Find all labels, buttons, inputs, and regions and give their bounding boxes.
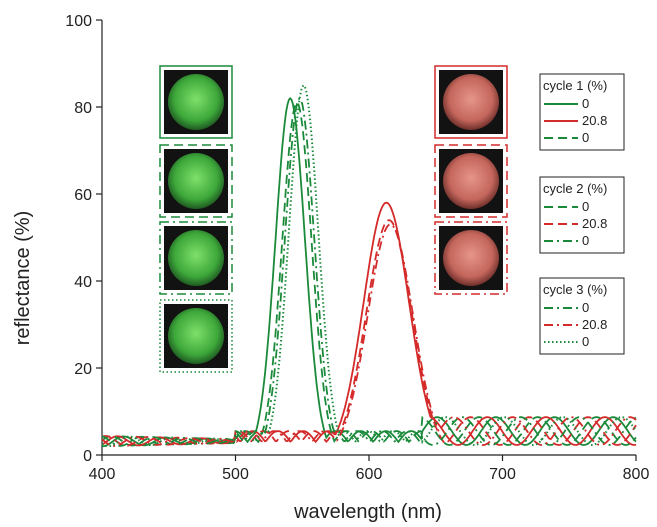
inset-sample-disc bbox=[168, 74, 224, 130]
legend-label: 0 bbox=[582, 233, 589, 248]
legend-label: 0 bbox=[582, 199, 589, 214]
x-axis-title: wavelength (nm) bbox=[293, 501, 442, 523]
y-tick-label: 0 bbox=[83, 448, 92, 465]
legend-title: cycle 2 (%) bbox=[543, 181, 607, 196]
x-tick-label: 800 bbox=[623, 466, 650, 483]
inset-sample-disc bbox=[168, 230, 224, 286]
legend-box-cycle-3: cycle 3 (%) 0 20.8 0 bbox=[540, 278, 624, 354]
y-axis-title: reflectance (%) bbox=[12, 211, 34, 346]
x-tick-label: 400 bbox=[89, 466, 116, 483]
inset-sample-disc bbox=[168, 308, 224, 364]
x-tick-label: 500 bbox=[222, 466, 249, 483]
y-tick-label: 40 bbox=[74, 274, 92, 291]
y-tick-label: 60 bbox=[74, 187, 92, 204]
x-tick-label: 600 bbox=[356, 466, 383, 483]
legend-label: 0 bbox=[582, 300, 589, 315]
inset-sample-disc bbox=[443, 230, 499, 286]
legend-box-cycle-1: cycle 1 (%) 0 20.8 0 bbox=[540, 74, 624, 150]
legend-title: cycle 1 (%) bbox=[543, 78, 607, 93]
legend-label: 20.8 bbox=[582, 113, 607, 128]
legend-box-cycle-2: cycle 2 (%) 0 20.8 0 bbox=[540, 177, 624, 253]
x-tick-label: 700 bbox=[489, 466, 516, 483]
inset-photo-green-sample-cycle1 bbox=[160, 66, 232, 138]
inset-photo-red-sample-cycle2 bbox=[435, 145, 507, 217]
inset-sample-disc bbox=[168, 153, 224, 209]
inset-sample-disc bbox=[443, 74, 499, 130]
y-tick-label: 80 bbox=[74, 100, 92, 117]
legend-label: 0 bbox=[582, 334, 589, 349]
legend-label: 20.8 bbox=[582, 216, 607, 231]
inset-photo-green-sample-cycle3 bbox=[160, 300, 232, 372]
legend-label: 0 bbox=[582, 130, 589, 145]
inset-photo-red-sample-cycle1 bbox=[435, 66, 507, 138]
legend-title: cycle 3 (%) bbox=[543, 282, 607, 297]
legend-label: 20.8 bbox=[582, 317, 607, 332]
inset-photo-green-sample-cycle2 bbox=[160, 222, 232, 294]
inset-photo-green-sample-cycle1b bbox=[160, 145, 232, 217]
y-tick-label: 20 bbox=[74, 361, 92, 378]
y-tick-label: 100 bbox=[65, 13, 92, 30]
inset-photo-red-sample-cycle3 bbox=[435, 222, 507, 294]
legend-label: 0 bbox=[582, 96, 589, 111]
inset-sample-disc bbox=[443, 153, 499, 209]
